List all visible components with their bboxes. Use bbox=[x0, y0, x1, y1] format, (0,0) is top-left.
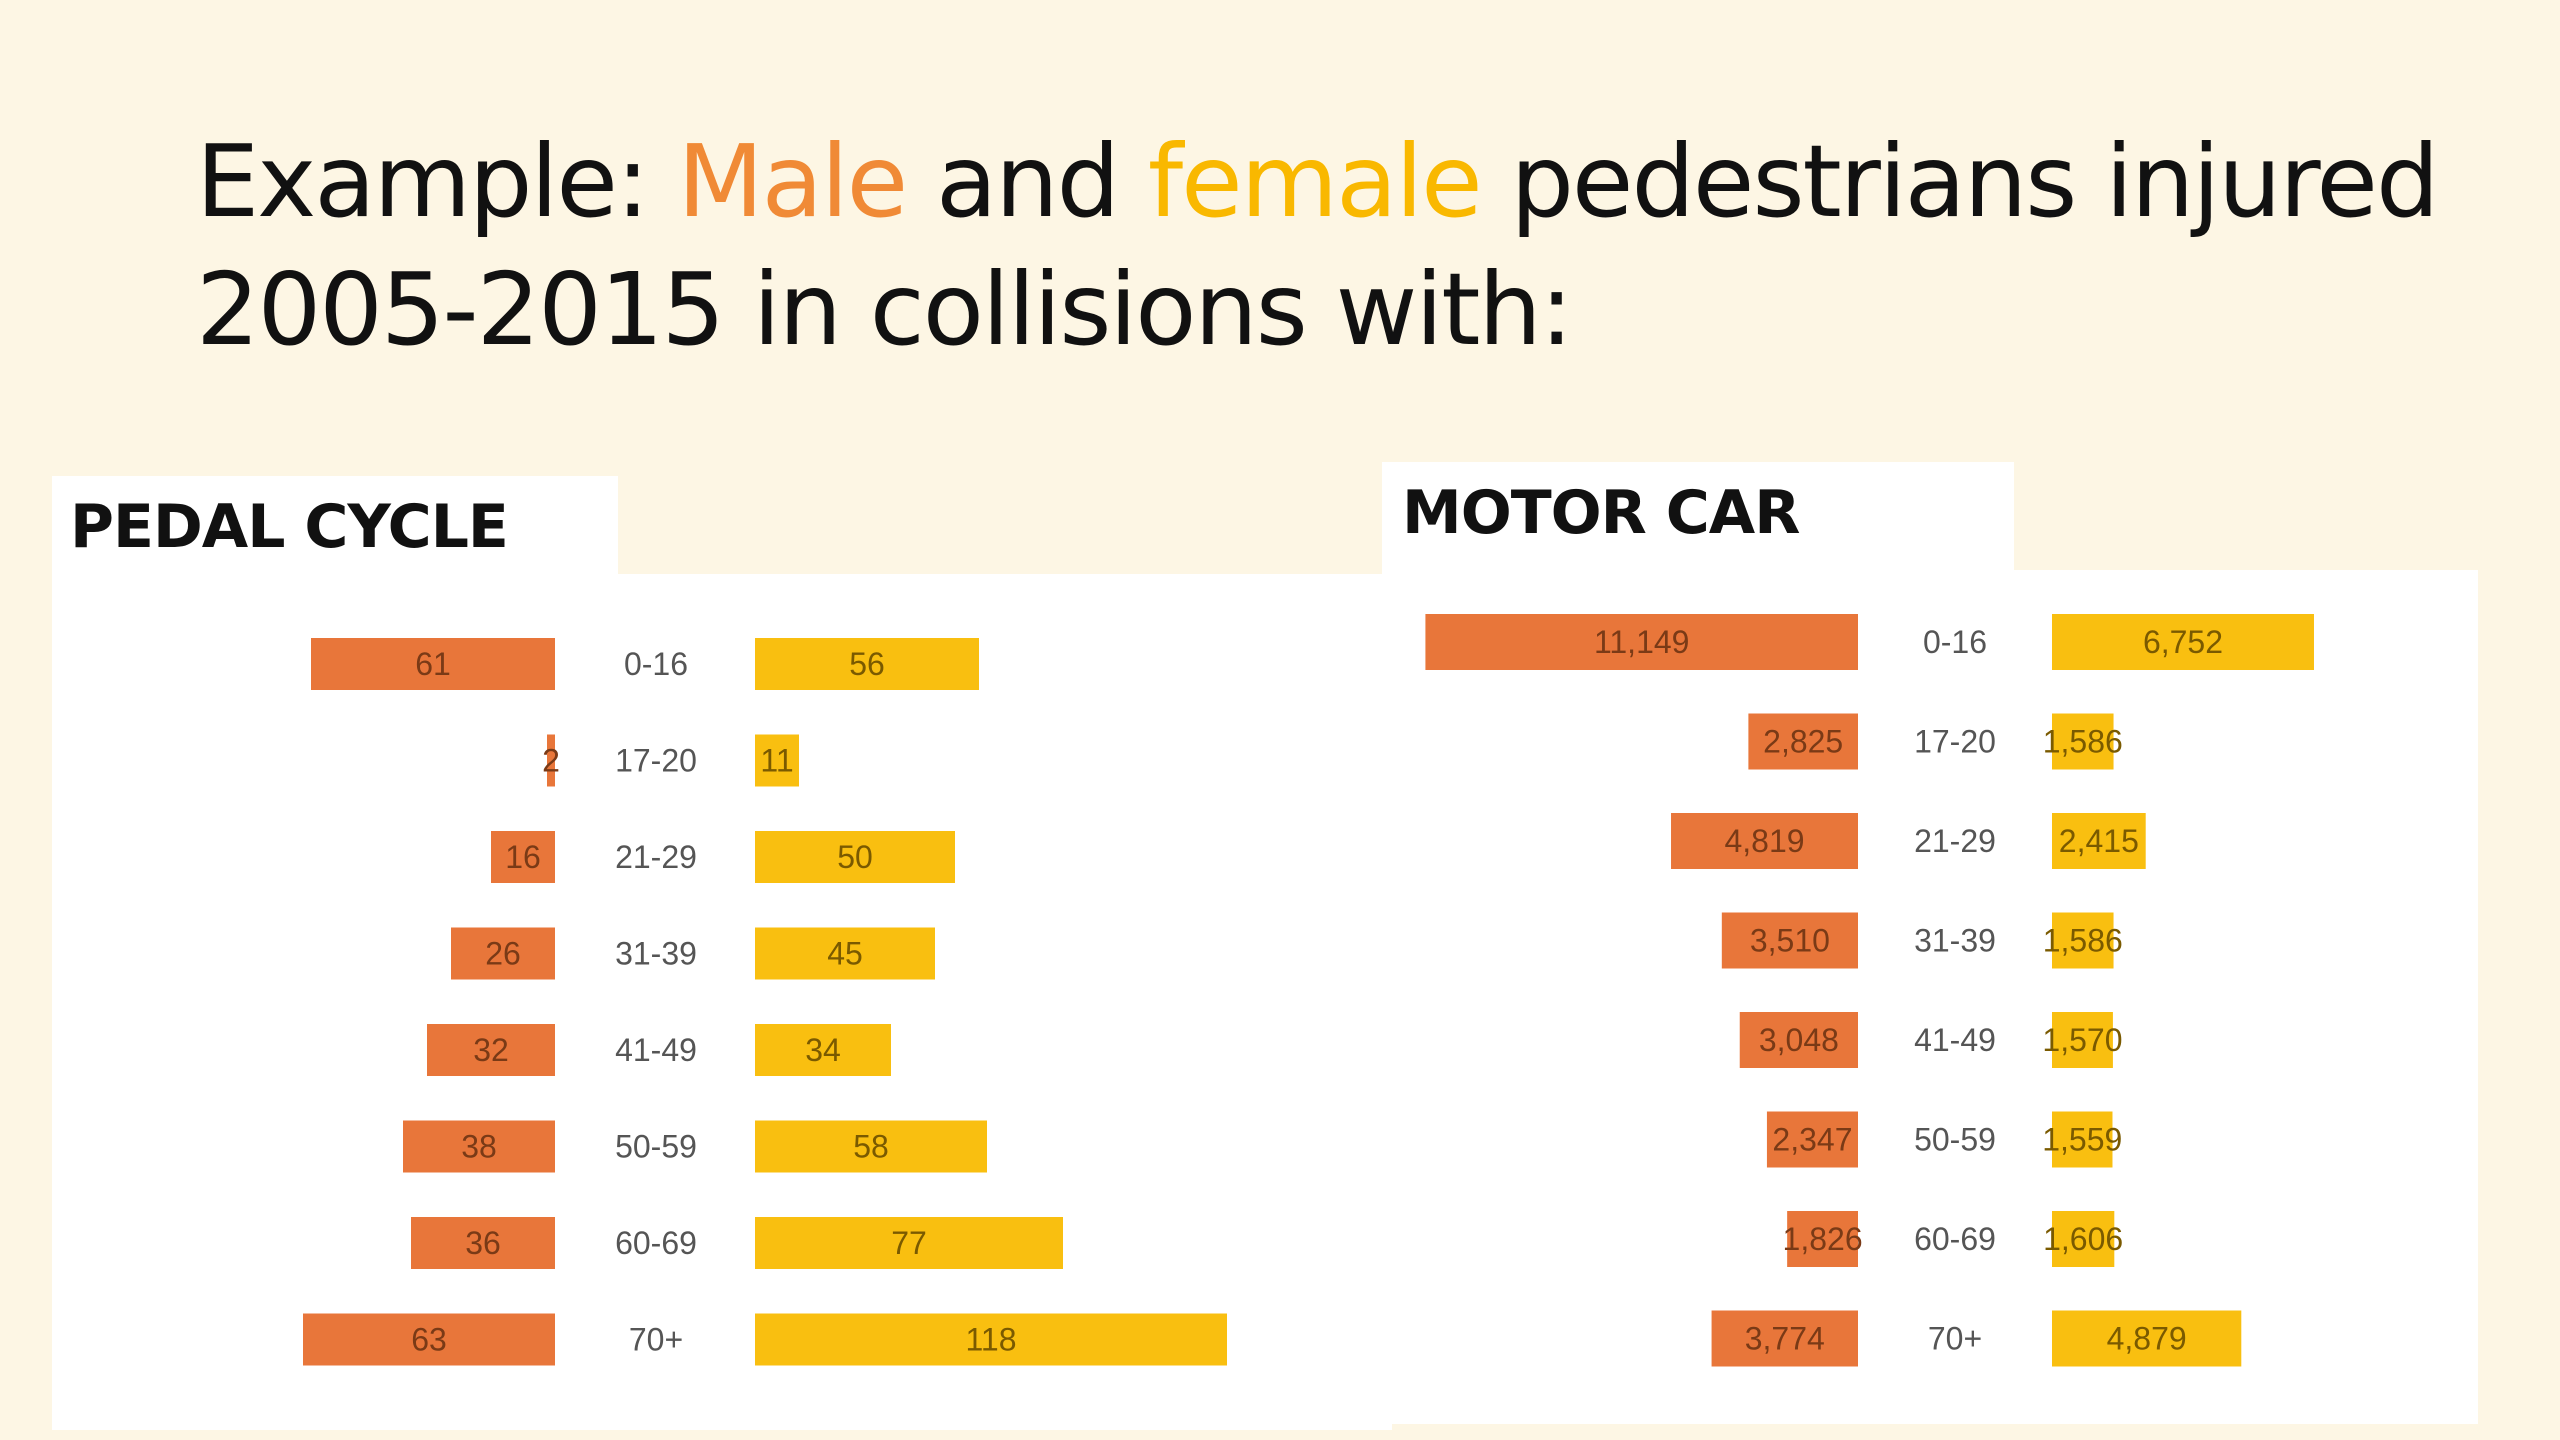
female-bar bbox=[755, 734, 799, 787]
category-label: 17-20 bbox=[615, 743, 697, 779]
category-label: 21-29 bbox=[1914, 823, 1996, 859]
category-label: 70+ bbox=[1928, 1321, 1982, 1357]
male-bar bbox=[427, 1024, 555, 1076]
female-bar bbox=[2052, 614, 2314, 670]
male-bar bbox=[311, 638, 555, 690]
male-value-label: 2,347 bbox=[1772, 1122, 1852, 1158]
pedal-cycle-title: PEDAL CYCLE bbox=[70, 492, 509, 562]
title-female-word: female bbox=[1147, 123, 1483, 240]
male-value-label: 2 bbox=[542, 743, 560, 779]
female-bar bbox=[2052, 1211, 2115, 1267]
title-and-word: and bbox=[906, 123, 1148, 240]
female-bar bbox=[755, 1120, 987, 1173]
female-value-label: 1,606 bbox=[2043, 1221, 2123, 1257]
female-value-label: 1,586 bbox=[2043, 724, 2123, 760]
female-value-label: 58 bbox=[853, 1129, 889, 1165]
category-label: 41-49 bbox=[615, 1032, 697, 1068]
male-value-label: 3,510 bbox=[1750, 923, 1830, 959]
category-label: 50-59 bbox=[615, 1129, 697, 1165]
male-value-label: 3,048 bbox=[1759, 1022, 1839, 1058]
female-bar bbox=[755, 927, 935, 980]
female-value-label: 118 bbox=[965, 1322, 1016, 1358]
male-bar bbox=[403, 1120, 555, 1173]
male-bar bbox=[1721, 912, 1858, 969]
slide-title-line-1: Example: Male and female pedestrians inj… bbox=[196, 118, 2496, 246]
male-bar bbox=[1748, 713, 1858, 770]
female-bar bbox=[2052, 1012, 2113, 1068]
motor-car-title-box bbox=[1382, 462, 2014, 574]
motor-car-title: MOTOR CAR bbox=[1402, 478, 1800, 548]
category-label: 70+ bbox=[629, 1322, 683, 1358]
male-bar bbox=[303, 1313, 555, 1366]
male-value-label: 16 bbox=[505, 839, 541, 875]
category-label: 0-16 bbox=[1923, 624, 1987, 660]
category-label: 31-39 bbox=[1914, 923, 1996, 959]
male-value-label: 26 bbox=[485, 936, 521, 972]
category-label: 60-69 bbox=[615, 1225, 697, 1261]
category-label: 0-16 bbox=[624, 646, 688, 682]
title-line1-rest: pedestrians injured bbox=[1480, 123, 2439, 240]
motor-car-panel bbox=[1392, 570, 2478, 1424]
motor-car-chart: 11,149 0-16 6,752 2,825 17-20 1,586 4,819 21-29… bbox=[1425, 614, 2314, 1367]
female-value-label: 11 bbox=[760, 743, 793, 779]
male-value-label: 32 bbox=[473, 1032, 509, 1068]
male-bar bbox=[451, 927, 555, 980]
male-value-label: 3,774 bbox=[1745, 1321, 1825, 1357]
female-bar bbox=[2052, 912, 2114, 969]
pedal-cycle-title-box bbox=[52, 476, 618, 586]
male-bar bbox=[1787, 1211, 1858, 1267]
female-value-label: 1,570 bbox=[2042, 1022, 2122, 1058]
female-value-label: 2,415 bbox=[2059, 823, 2139, 859]
female-bar bbox=[2052, 1310, 2242, 1367]
title-prefix: Example: bbox=[196, 123, 678, 240]
male-value-label: 61 bbox=[415, 646, 451, 682]
male-value-label: 63 bbox=[411, 1322, 447, 1358]
female-value-label: 50 bbox=[837, 839, 873, 875]
male-value-label: 11,149 bbox=[1594, 624, 1690, 660]
category-label: 31-39 bbox=[615, 936, 697, 972]
male-value-label: 38 bbox=[461, 1129, 497, 1165]
female-bar bbox=[755, 1024, 891, 1076]
male-value-label: 4,819 bbox=[1724, 823, 1804, 859]
female-value-label: 1,559 bbox=[2042, 1122, 2122, 1158]
category-label: 21-29 bbox=[615, 839, 697, 875]
male-bar bbox=[491, 831, 555, 883]
male-bar bbox=[1711, 1310, 1858, 1367]
female-value-label: 4,879 bbox=[2107, 1321, 2187, 1357]
female-bar bbox=[755, 1217, 1063, 1269]
female-value-label: 45 bbox=[827, 936, 863, 972]
category-label: 50-59 bbox=[1914, 1122, 1996, 1158]
title-male-word: Male bbox=[677, 123, 908, 240]
pedal-cycle-panel bbox=[52, 574, 1392, 1430]
female-value-label: 1,586 bbox=[2043, 923, 2123, 959]
pedal-cycle-chart: 61 0-16 56 2 17-20 11 16 21-29 50 26 31-39 45 32 41-4… bbox=[303, 638, 1227, 1366]
male-bar bbox=[1425, 614, 1858, 670]
male-value-label: 36 bbox=[465, 1225, 501, 1261]
male-bar bbox=[1671, 813, 1858, 869]
female-bar bbox=[755, 1313, 1227, 1366]
female-bar bbox=[2052, 813, 2146, 869]
male-value-label: 1,826 bbox=[1783, 1221, 1863, 1257]
slide-title: Example: Male and female pedestrians inj… bbox=[196, 118, 2496, 374]
male-bar bbox=[1766, 1111, 1858, 1168]
female-bar bbox=[2052, 713, 2114, 770]
category-label: 60-69 bbox=[1914, 1221, 1996, 1257]
category-label: 41-49 bbox=[1914, 1022, 1996, 1058]
male-bar bbox=[547, 734, 555, 787]
male-bar bbox=[411, 1217, 555, 1269]
female-bar bbox=[755, 831, 955, 883]
female-value-label: 6,752 bbox=[2143, 624, 2223, 660]
female-value-label: 77 bbox=[891, 1225, 927, 1261]
male-bar bbox=[1739, 1012, 1858, 1068]
female-value-label: 34 bbox=[805, 1032, 841, 1068]
female-bar bbox=[755, 638, 979, 690]
category-label: 17-20 bbox=[1914, 724, 1996, 760]
male-value-label: 2,825 bbox=[1763, 724, 1843, 760]
female-value-label: 56 bbox=[849, 646, 885, 682]
slide-title-line-2: 2005-2015 in collisions with: bbox=[196, 251, 1574, 368]
female-bar bbox=[2052, 1111, 2113, 1168]
